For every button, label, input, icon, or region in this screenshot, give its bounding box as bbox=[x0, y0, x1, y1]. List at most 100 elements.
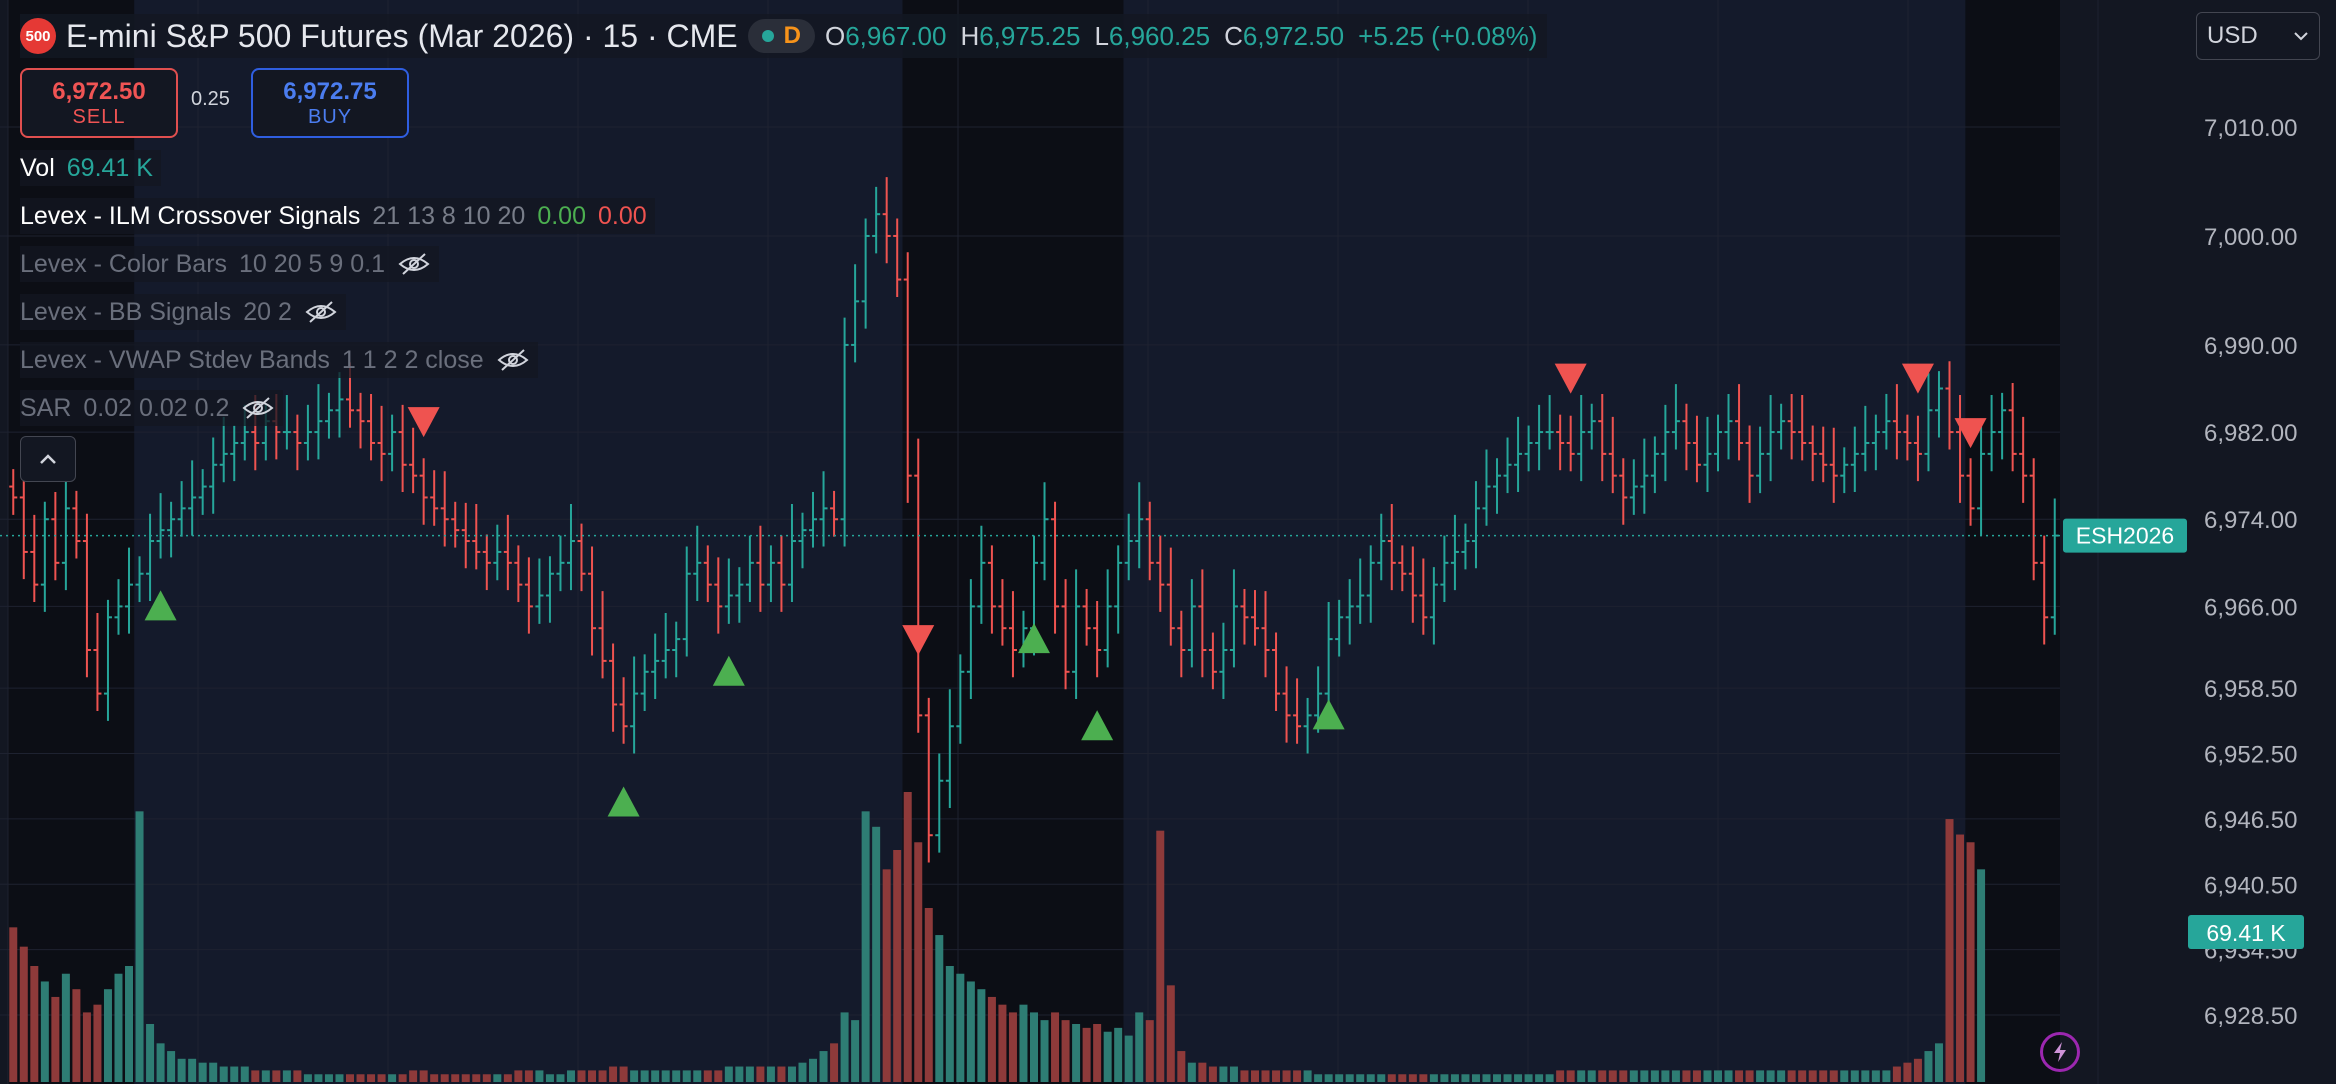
volume-bar bbox=[1040, 1020, 1049, 1082]
legend-sar-params: 0.02 0.02 0.2 bbox=[83, 393, 230, 422]
eye-off-icon[interactable] bbox=[304, 300, 338, 324]
buy-signal-marker bbox=[144, 590, 177, 621]
volume-bar bbox=[1145, 1020, 1154, 1082]
volume-bar bbox=[125, 966, 134, 1082]
volume-bar bbox=[1303, 1070, 1312, 1082]
volume-bar bbox=[1461, 1074, 1470, 1082]
volume-bar bbox=[1724, 1070, 1733, 1082]
volume-bar bbox=[1282, 1070, 1291, 1082]
volume-bar bbox=[861, 811, 870, 1082]
legend-color-bars[interactable]: Levex - Color Bars 10 20 5 9 0.1 bbox=[20, 246, 439, 282]
volume-bar bbox=[682, 1070, 691, 1082]
chart-grid bbox=[0, 0, 2099, 1084]
price-tick-label: 7,010.00 bbox=[2204, 115, 2297, 142]
volume-bar bbox=[1661, 1070, 1670, 1082]
volume-bar bbox=[451, 1074, 460, 1082]
volume-bar bbox=[609, 1066, 618, 1082]
volume-bar bbox=[1314, 1074, 1323, 1082]
volume-bar bbox=[1850, 1070, 1859, 1082]
volume-bar bbox=[987, 996, 996, 1082]
legend-collapse-button[interactable] bbox=[20, 436, 76, 482]
volume-bar bbox=[1366, 1074, 1375, 1082]
volume-bar bbox=[1335, 1074, 1344, 1082]
eye-off-icon[interactable] bbox=[241, 396, 275, 420]
volume-bar bbox=[1703, 1070, 1712, 1082]
volume-bar bbox=[1913, 1058, 1922, 1082]
legend-ilm-crossover[interactable]: Levex - ILM Crossover Signals 21 13 8 10… bbox=[20, 198, 655, 234]
volume-bar bbox=[1156, 830, 1165, 1082]
price-tick-label: 6,958.50 bbox=[2204, 676, 2297, 703]
volume-bar bbox=[1650, 1070, 1659, 1082]
volume-bar bbox=[1030, 1012, 1038, 1082]
volume-bar bbox=[1229, 1066, 1238, 1082]
eye-off-icon[interactable] bbox=[496, 348, 530, 372]
volume-bar bbox=[1535, 1074, 1544, 1082]
volume-bar bbox=[924, 908, 933, 1082]
volume-bar bbox=[314, 1074, 323, 1082]
volume-bar bbox=[346, 1074, 354, 1082]
volume-bar bbox=[1924, 1051, 1933, 1082]
volume-bar bbox=[809, 1058, 818, 1082]
volume-bar bbox=[1177, 1051, 1186, 1082]
market-status-dot bbox=[761, 30, 774, 42]
volume-bar bbox=[103, 989, 112, 1082]
lightning-icon bbox=[2054, 1042, 2066, 1062]
volume-bar bbox=[1545, 1074, 1554, 1082]
legend-ilm-name: Levex - ILM Crossover Signals bbox=[20, 201, 361, 230]
legend-vwap-bands[interactable]: Levex - VWAP Stdev Bands 1 1 2 2 close bbox=[20, 342, 538, 378]
legend-cb-params: 10 20 5 9 0.1 bbox=[239, 249, 385, 278]
volume-bar bbox=[1250, 1070, 1259, 1082]
legend-sar-name: SAR bbox=[20, 393, 72, 422]
legend-ilm-value-2: 0.00 bbox=[598, 201, 647, 230]
volume-bar bbox=[1008, 1012, 1017, 1082]
volume-bar bbox=[1861, 1070, 1870, 1082]
symbol-title[interactable]: E-mini S&P 500 Futures (Mar 2026) · 15 ·… bbox=[66, 17, 738, 54]
volume-bar bbox=[619, 1066, 628, 1082]
volume-bar bbox=[167, 1051, 176, 1082]
session-badge: D bbox=[783, 22, 801, 49]
volume-bar bbox=[198, 1062, 207, 1082]
legend-ilm-value-1: 0.00 bbox=[537, 201, 586, 230]
volume-bar bbox=[1387, 1074, 1396, 1082]
volume-bar bbox=[472, 1074, 481, 1082]
volume-bar bbox=[819, 1051, 828, 1082]
buy-signal-marker bbox=[1018, 623, 1050, 654]
session-pill[interactable]: D bbox=[747, 19, 815, 53]
legend-bb-name: Levex - BB Signals bbox=[20, 297, 232, 326]
currency-value: USD bbox=[2207, 22, 2258, 49]
volume-bar bbox=[977, 989, 986, 1082]
legend-bb-params: 20 2 bbox=[243, 297, 292, 326]
volume-bar bbox=[1356, 1074, 1365, 1082]
volume-bar bbox=[356, 1074, 365, 1082]
price-tick-label: 6,990.00 bbox=[2204, 333, 2297, 360]
legend-bb-signals[interactable]: Levex - BB Signals 20 2 bbox=[20, 294, 346, 330]
volume-bar bbox=[1619, 1070, 1628, 1082]
sell-signal-marker bbox=[902, 625, 935, 656]
volume-bar bbox=[1556, 1070, 1565, 1082]
lightning-button[interactable] bbox=[2040, 1032, 2080, 1072]
volume-bar bbox=[1966, 842, 1975, 1082]
ohlc-values: O6,967.00 H6,975.25 L6,960.25 C6,972.50 … bbox=[825, 21, 1537, 52]
legend-sar[interactable]: SAR 0.02 0.02 0.2 bbox=[20, 390, 284, 426]
volume-bar bbox=[1682, 1070, 1691, 1082]
volume-bar bbox=[1756, 1070, 1765, 1082]
sell-label: SELL bbox=[72, 105, 126, 128]
volume-bar bbox=[1408, 1074, 1417, 1082]
volume-bar bbox=[882, 869, 891, 1082]
currency-select[interactable]: USD bbox=[2196, 12, 2320, 60]
volume-bar bbox=[1524, 1074, 1533, 1082]
volume-bar bbox=[1934, 1043, 1943, 1082]
legend-volume[interactable]: Vol 69.41 K bbox=[20, 150, 161, 186]
volume-bar bbox=[1103, 1031, 1112, 1082]
sell-button[interactable]: 6,972.50 SELL bbox=[20, 68, 178, 138]
eye-off-icon[interactable] bbox=[397, 252, 431, 276]
volume-bar bbox=[1608, 1070, 1617, 1082]
buy-button[interactable]: 6,972.75 BUY bbox=[251, 68, 409, 138]
volume-bar bbox=[787, 1066, 796, 1082]
ohlc-low-key: L bbox=[1094, 20, 1109, 51]
volume-bar bbox=[514, 1070, 523, 1082]
volume-bar bbox=[461, 1074, 470, 1082]
volume-bar bbox=[1840, 1070, 1849, 1082]
volume-bar bbox=[1240, 1070, 1249, 1082]
